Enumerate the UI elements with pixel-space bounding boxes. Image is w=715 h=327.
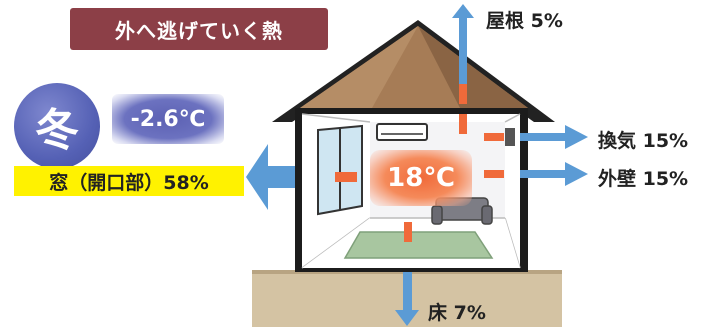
season-circle: 冬 (14, 83, 100, 169)
house (272, 20, 555, 272)
air-conditioner (376, 123, 428, 141)
window-arrow (246, 144, 295, 210)
wall-arrow (520, 162, 588, 186)
inside-temperature: 18℃ (370, 150, 472, 206)
roof-arrow (452, 4, 474, 84)
ventilation-arrow (520, 125, 588, 149)
ventilation-grill (505, 128, 515, 146)
wall-heat-loss-label: 外壁 15% (598, 168, 689, 190)
window-heat-loss-label: 窓（開口部）58% (14, 166, 244, 196)
roof-heat-loss-label: 屋根 5% (486, 10, 563, 32)
inside-heat-marks (335, 84, 504, 242)
rug (343, 231, 494, 259)
heat-loss-arrows (246, 4, 588, 326)
floor-heat-loss-label: 床 7% (428, 302, 486, 324)
ventilation-heat-loss-label: 換気 15% (598, 130, 689, 152)
outside-temperature: -2.6℃ (112, 94, 224, 144)
title-banner: 外へ逃げていく熱 (70, 8, 328, 50)
floor-arrow (395, 272, 419, 326)
